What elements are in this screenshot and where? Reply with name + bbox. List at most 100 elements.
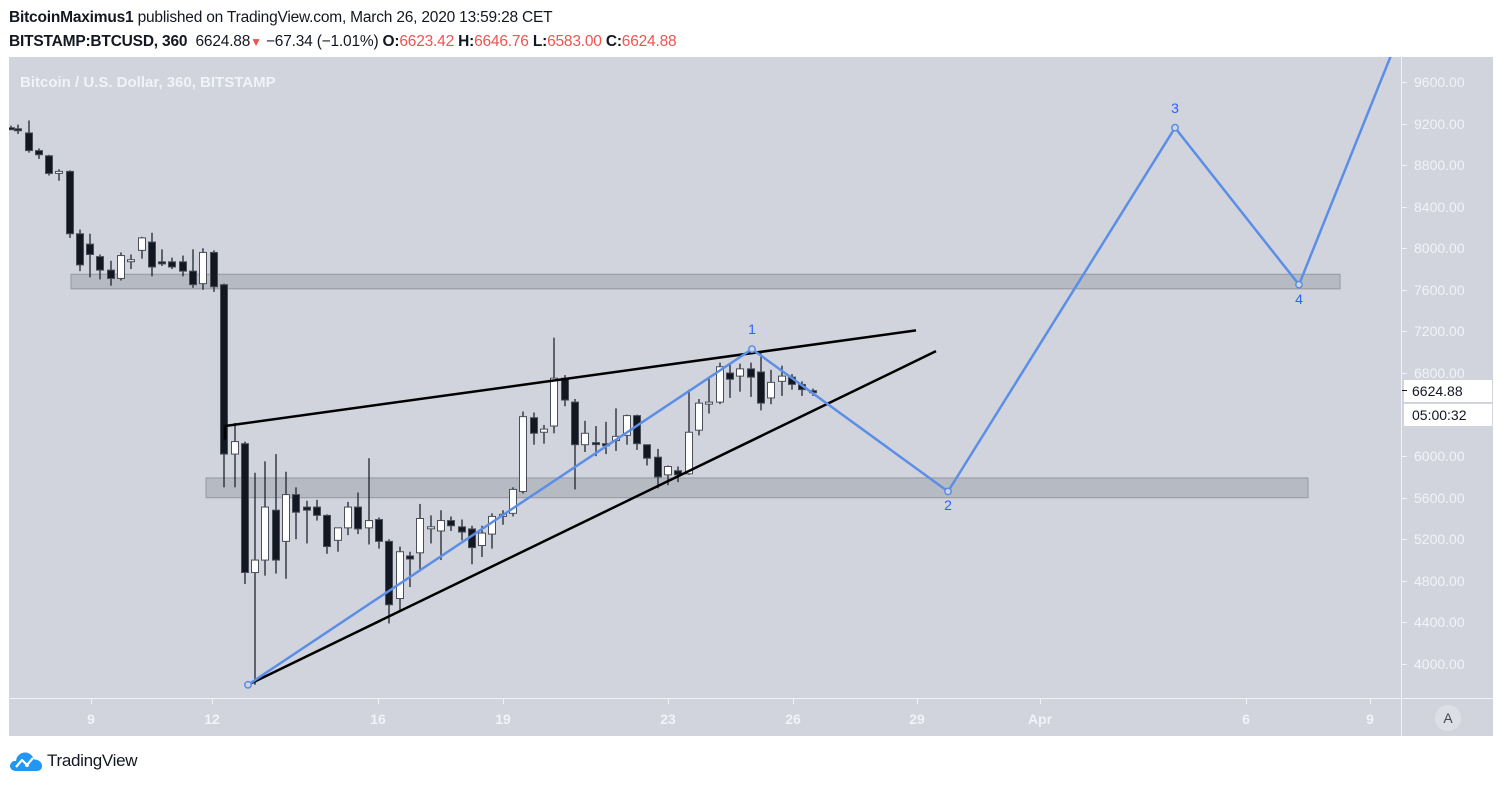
candle-up: [478, 532, 486, 547]
time-tick-label: 23: [660, 711, 676, 727]
price-tick-mark: [1402, 82, 1407, 83]
candle-down: [76, 233, 84, 266]
time-tick-mark: [1040, 699, 1041, 704]
candle-down: [107, 269, 115, 279]
price-tick-label: 8000.00: [1414, 240, 1465, 257]
candle-up: [396, 551, 404, 600]
price-tick-mark: [1402, 373, 1407, 374]
candle-down: [747, 368, 755, 378]
price-change: −67.34 (−1.01%): [265, 33, 379, 50]
open-label: O:: [382, 33, 400, 50]
price-tick-label: 9600.00: [1414, 74, 1465, 90]
time-tick-mark: [917, 699, 918, 704]
price-tick-label: 4000.00: [1414, 656, 1465, 672]
time-tick-label: 16: [370, 711, 386, 727]
last-price: 6624.88: [195, 33, 251, 50]
elliott-wave-path: [247, 57, 1392, 686]
time-tick-mark: [212, 699, 213, 704]
price-tick-mark: [1402, 539, 1407, 541]
candle-up: [127, 259, 135, 263]
candle-down: [757, 371, 765, 404]
candle-down: [14, 128, 22, 132]
publish-info: BitcoinMaximus1 published on TradingView…: [9, 6, 1489, 30]
candle-down: [385, 540, 393, 606]
candle-up: [344, 506, 352, 529]
close-label: C:: [605, 33, 622, 50]
wave-point-handle: [748, 345, 756, 354]
wedge-upper: [224, 329, 917, 428]
time-tick-label: 9: [87, 711, 95, 727]
candle-down: [86, 243, 94, 256]
author-name[interactable]: BitcoinMaximus1: [9, 9, 134, 26]
candle-down: [571, 401, 579, 446]
down-triangle-icon: ▼: [250, 35, 262, 49]
price-tick-label: 4800.00: [1414, 572, 1465, 589]
candle-up: [736, 368, 744, 377]
bar-countdown-value: 05:00:32: [1412, 407, 1467, 424]
published-text: published on TradingView.com, March 26, …: [133, 9, 553, 26]
tradingview-cloud-icon: [10, 752, 42, 771]
candle-down: [241, 443, 249, 574]
candle-up: [540, 428, 548, 433]
time-scale[interactable]: 9 12 16 19 23 26 29 Apr 6 9: [9, 698, 1401, 736]
chart-canvas[interactable]: [9, 57, 1401, 698]
candle-up: [416, 518, 424, 554]
bar-countdown-badge: 05:00:32: [1404, 404, 1492, 427]
candle-up: [55, 170, 63, 174]
candle-down: [66, 170, 74, 235]
candle-down: [530, 417, 538, 434]
price-tick-label: 5600.00: [1414, 489, 1465, 506]
price-tick-label: 8800.00: [1414, 157, 1465, 174]
candle-down: [25, 132, 33, 152]
price-tick-mark: [1402, 165, 1407, 167]
price-tick-label: 7200.00: [1414, 323, 1465, 340]
price-tick-mark: [1402, 622, 1407, 624]
price-tick-label: 6000.00: [1414, 448, 1465, 465]
last-price-badge-value: 6624.88: [1412, 383, 1463, 400]
candle-up: [550, 377, 558, 427]
wave-label-4: 4: [1295, 290, 1303, 307]
candle-down: [292, 494, 300, 513]
price-tick-label: 5200.00: [1414, 531, 1465, 548]
candle-up: [117, 255, 125, 279]
chart-plot-area[interactable]: Bitcoin / U.S. Dollar, 360, BITSTAMP 1 2 3…: [9, 57, 1401, 698]
price-tick-label: 9200.00: [1414, 115, 1465, 132]
candle-down: [561, 377, 569, 401]
support-zone: [205, 477, 1309, 499]
candle-down: [354, 506, 362, 530]
time-tick-label: 12: [204, 711, 220, 727]
time-tick-mark: [91, 699, 92, 704]
chart-symbol-title: Bitcoin / U.S. Dollar, 360, BITSTAMP: [20, 74, 276, 91]
price-scale[interactable]: 6624.88 05:00:32 9600.00 9200.00 8800.00 84…: [1401, 57, 1493, 698]
candle-down: [458, 526, 466, 533]
wave-label-2: 2: [944, 497, 952, 514]
symbol-label: BITSTAMP:BTCUSD, 360: [9, 33, 188, 50]
wedge-lower: [247, 350, 937, 686]
price-tick-label: 8400.00: [1414, 198, 1465, 215]
price-tick-mark: [1402, 664, 1407, 665]
time-tick-mark: [503, 699, 504, 704]
candle-down: [674, 470, 682, 476]
time-tick-label: 26: [785, 711, 801, 727]
tradingview-brand[interactable]: TradingView: [47, 751, 138, 770]
candle-up: [695, 402, 703, 431]
price-tick-mark: [1402, 206, 1407, 208]
price-tick-mark: [1402, 456, 1407, 458]
candle-up: [581, 432, 589, 446]
candle-up: [334, 527, 342, 541]
candle-down: [654, 456, 662, 478]
wave-point-handle: [1295, 280, 1303, 289]
candle-down: [272, 509, 280, 561]
auto-scale-button[interactable]: A: [1435, 705, 1461, 731]
candle-down: [45, 155, 53, 174]
time-tick-label: 9: [1366, 711, 1374, 727]
candle-down: [313, 506, 321, 516]
wave-label-3: 3: [1171, 99, 1179, 116]
price-tick-mark: [1402, 289, 1407, 291]
candle-down: [168, 261, 176, 268]
candle-down: [726, 372, 734, 380]
candle-up: [261, 506, 269, 561]
price-tick-mark: [1402, 497, 1407, 499]
time-tick-label: 19: [495, 711, 511, 727]
